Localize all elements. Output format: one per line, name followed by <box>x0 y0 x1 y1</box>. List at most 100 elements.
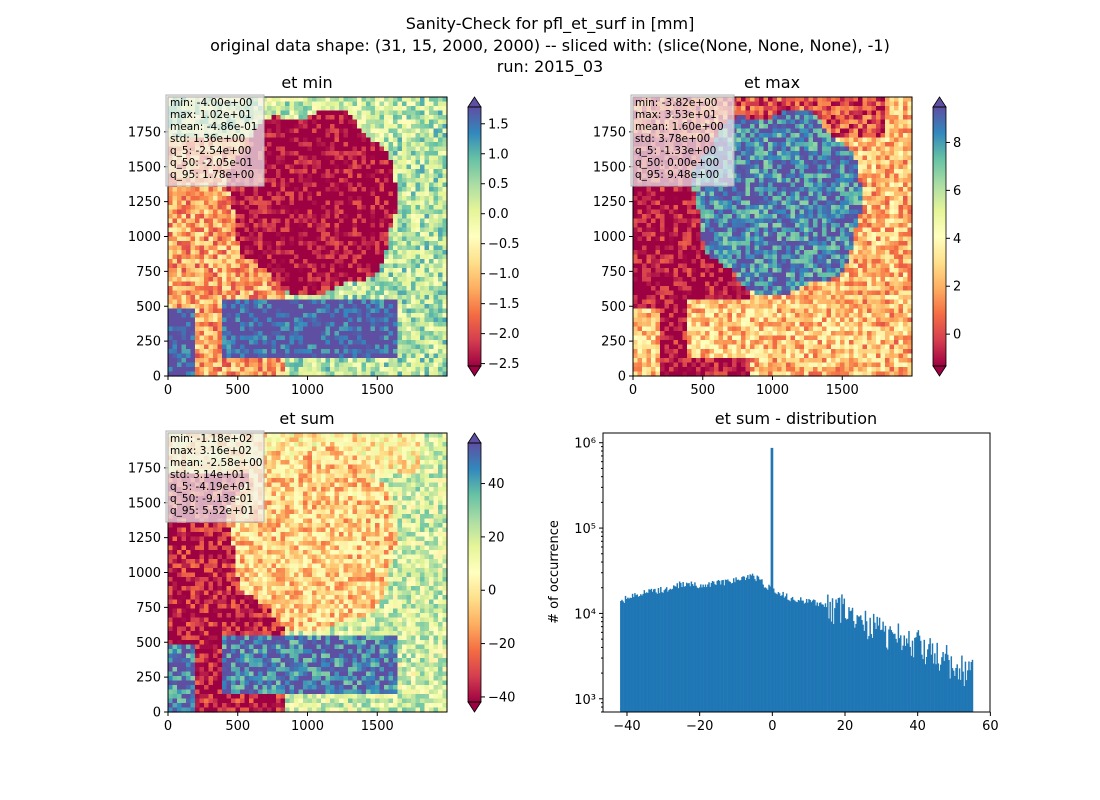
heatmap-cell <box>343 245 349 251</box>
heatmap-cell <box>397 119 403 125</box>
heatmap-cell <box>673 241 679 247</box>
heatmap-cell <box>433 367 439 373</box>
heatmap-cell <box>213 196 219 202</box>
heatmap-cell <box>177 250 183 256</box>
heatmap-cell <box>370 169 376 175</box>
heatmap-cell <box>253 340 259 346</box>
heatmap-cell <box>213 227 219 233</box>
heatmap-cell <box>696 205 702 211</box>
heatmap-cell <box>195 241 201 247</box>
heatmap-cell <box>226 196 232 202</box>
heatmap-cell <box>420 241 426 247</box>
heatmap-cell <box>312 146 318 152</box>
heatmap-cell <box>673 227 679 233</box>
heatmap-cell <box>285 326 291 332</box>
heatmap-cell <box>330 142 336 148</box>
heatmap-cell <box>433 160 439 166</box>
heatmap-cell <box>213 263 219 269</box>
heatmap-cell <box>285 178 291 184</box>
heatmap-cell <box>646 209 652 215</box>
heatmap-cell <box>705 367 711 373</box>
heatmap-cell <box>244 367 250 373</box>
heatmap-cell <box>253 218 259 224</box>
heatmap-cell <box>691 209 697 215</box>
heatmap-cell <box>438 272 444 278</box>
heatmap-cell <box>660 223 666 229</box>
heatmap-cell <box>303 214 309 220</box>
heatmap-cell <box>361 349 367 355</box>
heatmap-cell <box>669 187 675 193</box>
heatmap-cell <box>438 259 444 265</box>
heatmap-cell <box>415 245 421 251</box>
heatmap-cell <box>700 358 706 364</box>
heatmap-cell <box>276 214 282 220</box>
heatmap-cell <box>415 214 421 220</box>
heatmap-cell <box>339 182 345 188</box>
heatmap-cell <box>289 124 295 130</box>
heatmap-cell <box>669 308 675 314</box>
heatmap-cell <box>637 322 643 328</box>
heatmap-cell <box>384 322 390 328</box>
heatmap-cell <box>402 106 408 112</box>
heatmap-cell <box>402 196 408 202</box>
stats-box-background <box>165 94 265 187</box>
heatmap-cell <box>361 110 367 116</box>
heatmap-cell <box>312 349 318 355</box>
heatmap-cell <box>204 344 210 350</box>
heatmap-cell <box>678 290 684 296</box>
heatmap-cell <box>240 232 246 238</box>
heatmap-cell <box>298 367 304 373</box>
heatmap-cell <box>366 97 372 103</box>
heatmap-cell <box>190 335 196 341</box>
heatmap-cell <box>420 164 426 170</box>
heatmap-cell <box>673 200 679 206</box>
heatmap-cell <box>325 299 331 305</box>
heatmap-cell <box>411 353 417 359</box>
heatmap-cell <box>637 223 643 229</box>
heatmap-cell <box>226 218 232 224</box>
heatmap-cell <box>181 335 187 341</box>
heatmap-cell <box>195 340 201 346</box>
heatmap-cell <box>339 119 345 125</box>
heatmap-cell <box>691 358 697 364</box>
heatmap-cell <box>397 358 403 364</box>
heatmap-cell <box>375 299 381 305</box>
heatmap-cell <box>271 155 277 161</box>
heatmap-cell <box>312 142 318 148</box>
heatmap-cell <box>312 173 318 179</box>
heatmap-cell <box>186 214 192 220</box>
heatmap-cell <box>280 187 286 193</box>
heatmap-cell <box>357 362 363 368</box>
heatmap-cell <box>402 245 408 251</box>
heatmap-cell <box>294 353 300 359</box>
heatmap-cell <box>289 106 295 112</box>
heatmap-cell <box>393 281 399 287</box>
heatmap-cell <box>303 236 309 242</box>
heatmap-cell <box>222 326 228 332</box>
heatmap-cell <box>321 119 327 125</box>
heatmap-cell <box>366 335 372 341</box>
heatmap-cell <box>411 218 417 224</box>
heatmap-cell <box>298 232 304 238</box>
heatmap-cell <box>289 182 295 188</box>
heatmap-cell <box>352 218 358 224</box>
heatmap-cell <box>406 169 412 175</box>
heatmap-cell <box>655 272 661 278</box>
heatmap-cell <box>705 286 711 292</box>
heatmap-cell <box>258 322 264 328</box>
heatmap-cell <box>334 227 340 233</box>
heatmap-cell <box>433 187 439 193</box>
heatmap-cell <box>231 277 237 283</box>
heatmap-cell <box>352 151 358 157</box>
heatmap-cell <box>307 340 313 346</box>
heatmap-cell <box>235 263 241 269</box>
heatmap-cell <box>321 133 327 139</box>
heatmap-cell <box>420 362 426 368</box>
heatmap-cell <box>397 137 403 143</box>
heatmap-cell <box>420 196 426 202</box>
heatmap-cell <box>190 286 196 292</box>
heatmap-cell <box>240 218 246 224</box>
heatmap-cell <box>375 142 381 148</box>
heatmap-cell <box>231 304 237 310</box>
heatmap-cell <box>415 340 421 346</box>
